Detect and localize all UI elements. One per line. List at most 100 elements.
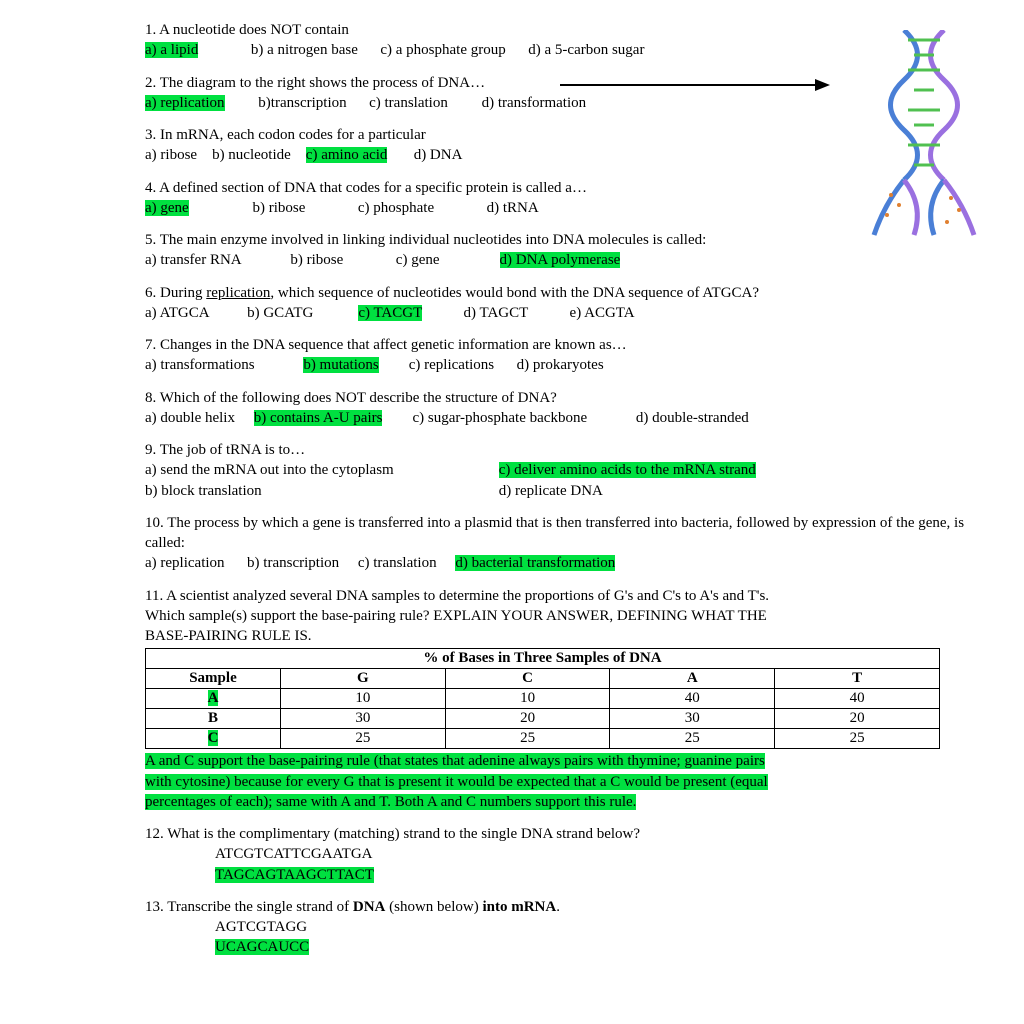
row-c-g: 25 xyxy=(280,729,445,749)
q13-t3: . xyxy=(556,899,560,915)
q13-answer: UCAGCAUCC xyxy=(215,939,309,955)
q11-explanation: A and C support the base-pairing rule (t… xyxy=(145,751,984,812)
q7-opt-d: d) prokaryotes xyxy=(517,357,604,373)
question-11: 11. A scientist analyzed several DNA sam… xyxy=(145,586,984,647)
q7-opt-b: b) mutations xyxy=(303,357,378,373)
table-title: % of Bases in Three Samples of DNA xyxy=(146,649,940,669)
bases-table: % of Bases in Three Samples of DNA Sampl… xyxy=(145,648,940,749)
q9-text: 9. The job of tRNA is to… xyxy=(145,442,305,458)
q10-opt-d: d) bacterial transformation xyxy=(455,555,615,571)
q5-opt-a: a) transfer RNA xyxy=(145,252,242,268)
question-9: 9. The job of tRNA is to… a) send the mR… xyxy=(145,440,984,501)
q4-opt-d: d) tRNA xyxy=(487,200,539,216)
q5-opt-c: c) gene xyxy=(396,252,440,268)
q4-opt-c: c) phosphate xyxy=(358,200,434,216)
q7-opt-a: a) transformations xyxy=(145,357,255,373)
row-a-label: A xyxy=(208,690,219,706)
q12-given: ATCGTCATTCGAATGA xyxy=(215,846,373,862)
q2-opt-c: c) translation xyxy=(369,95,448,111)
q6-underlined: replication xyxy=(206,285,270,301)
q3-opt-b: b) nucleotide xyxy=(212,147,291,163)
col-c: C xyxy=(445,669,610,689)
q8-opt-c: c) sugar-phosphate backbone xyxy=(412,410,587,426)
row-b-label: B xyxy=(146,709,281,729)
q1-opt-c: c) a phosphate group xyxy=(380,42,505,58)
row-b-t: 20 xyxy=(775,709,940,729)
row-a-g: 10 xyxy=(280,689,445,709)
q6-text1: 6. During xyxy=(145,285,206,301)
q6-text2: , which sequence of nucleotides would bo… xyxy=(270,285,759,301)
q2-text: 2. The diagram to the right shows the pr… xyxy=(145,75,485,91)
row-c-label: C xyxy=(208,730,219,746)
q3-opt-c: c) amino acid xyxy=(306,147,388,163)
q8-opt-a: a) double helix xyxy=(145,410,235,426)
arrow-to-diagram xyxy=(560,75,830,95)
q8-text: 8. Which of the following does NOT descr… xyxy=(145,390,557,406)
question-6: 6. During replication, which sequence of… xyxy=(145,283,984,324)
q11-exp1: A and C support the base-pairing rule (t… xyxy=(145,753,765,769)
q1-opt-a: a) a lipid xyxy=(145,42,198,58)
dna-helix-diagram xyxy=(869,30,979,240)
q9-opt-d: d) replicate DNA xyxy=(499,483,603,499)
q6-opt-a: a) ATGCA xyxy=(145,305,210,321)
q2-opt-b: b)transcription xyxy=(258,95,346,111)
col-sample: Sample xyxy=(146,669,281,689)
q11-exp3: percentages of each); same with A and T.… xyxy=(145,794,636,810)
q6-opt-b: b) GCATG xyxy=(247,305,313,321)
q4-opt-b: b) ribose xyxy=(252,200,305,216)
q5-text: 5. The main enzyme involved in linking i… xyxy=(145,232,706,248)
q4-text: 4. A defined section of DNA that codes f… xyxy=(145,180,587,196)
question-12: 12. What is the complimentary (matching)… xyxy=(145,824,984,885)
question-4: 4. A defined section of DNA that codes f… xyxy=(145,178,984,219)
q11-line3: BASE-PAIRING RULE IS. xyxy=(145,628,312,644)
q10-opt-b: b) transcription xyxy=(247,555,339,571)
q7-opt-c: c) replications xyxy=(409,357,494,373)
row-c-a: 25 xyxy=(610,729,775,749)
q5-opt-d: d) DNA polymerase xyxy=(500,252,621,268)
q3-opt-a: a) ribose xyxy=(145,147,197,163)
q1-opt-b: b) a nitrogen base xyxy=(251,42,358,58)
question-10: 10. The process by which a gene is trans… xyxy=(145,513,984,574)
row-b-a: 30 xyxy=(610,709,775,729)
q1-text: 1. A nucleotide does NOT contain xyxy=(145,22,349,38)
row-a-t: 40 xyxy=(775,689,940,709)
q13-given: AGTCGTAGG xyxy=(215,919,307,935)
q6-opt-e: e) ACGTA xyxy=(570,305,635,321)
row-c-t: 25 xyxy=(775,729,940,749)
q13-b2: into mRNA xyxy=(482,899,556,915)
question-1: 1. A nucleotide does NOT contain a) a li… xyxy=(145,20,984,61)
question-8: 8. Which of the following does NOT descr… xyxy=(145,388,984,429)
row-b-c: 20 xyxy=(445,709,610,729)
col-g: G xyxy=(280,669,445,689)
row-b-g: 30 xyxy=(280,709,445,729)
q9-opt-b: b) block translation xyxy=(145,481,495,501)
q9-opt-c: c) deliver amino acids to the mRNA stran… xyxy=(499,462,756,478)
q13-t2: (shown below) xyxy=(385,899,482,915)
q11-line2: Which sample(s) support the base-pairing… xyxy=(145,608,767,624)
q6-opt-d: d) TAGCT xyxy=(464,305,529,321)
q10-text: 10. The process by which a gene is trans… xyxy=(145,515,964,551)
q7-text: 7. Changes in the DNA sequence that affe… xyxy=(145,337,627,353)
q12-text: 12. What is the complimentary (matching)… xyxy=(145,826,640,842)
q6-opt-c: c) TACGT xyxy=(358,305,422,321)
q3-text: 3. In mRNA, each codon codes for a parti… xyxy=(145,127,426,143)
row-a-c: 10 xyxy=(445,689,610,709)
question-7: 7. Changes in the DNA sequence that affe… xyxy=(145,335,984,376)
q8-opt-b: b) contains A-U pairs xyxy=(254,410,383,426)
q10-opt-c: c) translation xyxy=(358,555,437,571)
question-3: 3. In mRNA, each codon codes for a parti… xyxy=(145,125,984,166)
table-row: B 30 20 30 20 xyxy=(146,709,940,729)
q2-opt-a: a) replication xyxy=(145,95,225,111)
q13-b1: DNA xyxy=(353,899,386,915)
row-a-a: 40 xyxy=(610,689,775,709)
q11-exp2: with cytosine) because for every G that … xyxy=(145,774,768,790)
q12-answer: TAGCAGTAAGCTTACT xyxy=(215,867,374,883)
q1-opt-d: d) a 5-carbon sugar xyxy=(528,42,644,58)
col-t: T xyxy=(775,669,940,689)
q11-line1: 11. A scientist analyzed several DNA sam… xyxy=(145,588,769,604)
q13-t1: 13. Transcribe the single strand of xyxy=(145,899,353,915)
q5-opt-b: b) ribose xyxy=(290,252,343,268)
q10-opt-a: a) replication xyxy=(145,555,225,571)
q2-opt-d: d) transformation xyxy=(482,95,587,111)
q4-opt-a: a) gene xyxy=(145,200,189,216)
